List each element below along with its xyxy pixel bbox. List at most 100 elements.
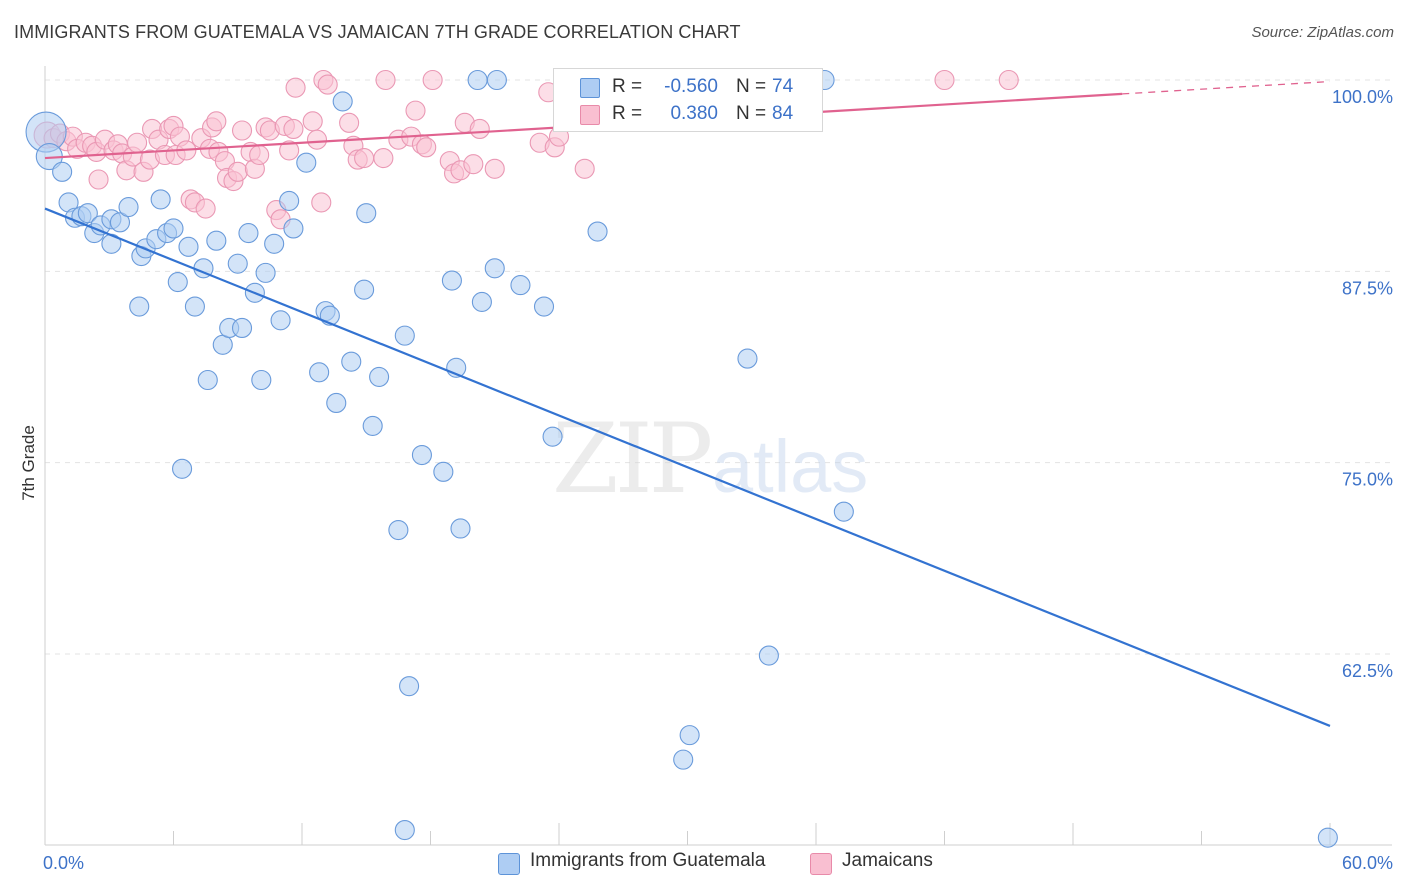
guatemala-point (450, 518, 471, 539)
legend-label-jamaicans: Jamaicans (842, 850, 933, 871)
guatemala-point (471, 291, 492, 312)
chart-title: IMMIGRANTS FROM GUATEMALA VS JAMAICAN 7T… (14, 22, 741, 42)
guatemala-point (77, 203, 98, 224)
jamaicans-point (469, 118, 490, 140)
legend-r-value: -0.560 (664, 76, 718, 97)
guatemala-trend-line (44, 207, 1331, 727)
y-tick-label: 62.5% (1342, 661, 1393, 681)
guatemala-point (167, 271, 188, 293)
guatemala-point (354, 279, 375, 300)
guatemala-point (251, 369, 272, 391)
jamaicans-point (574, 158, 595, 179)
legend-r-value: 0.380 (670, 103, 718, 124)
guatemala-point (279, 190, 300, 211)
legend-r-label: R = (612, 103, 643, 124)
guatemala-point (172, 458, 193, 479)
x-tick-label: 0.0% (43, 853, 84, 873)
guatemala-point (510, 275, 531, 296)
jamaicans-point (127, 132, 148, 153)
guatemala-point (1317, 827, 1338, 848)
jamaicans-point (934, 69, 955, 91)
jamaicans-point (373, 148, 394, 169)
guatemala-point (52, 161, 73, 182)
jamaicans-point (285, 77, 306, 98)
guatemala-point (433, 461, 454, 482)
guatemala-point (833, 501, 854, 522)
guatemala-point (283, 218, 304, 239)
guatemala-point (212, 334, 233, 355)
jamaicans-point (422, 69, 443, 91)
guatemala-point (163, 218, 184, 239)
chart-source: Source: ZipAtlas.com (1251, 24, 1394, 41)
jamaicans-point (317, 74, 338, 95)
guatemala-point (369, 366, 390, 387)
jamaicans-point (249, 144, 270, 166)
guatemala-point (679, 725, 700, 746)
guatemala-point (184, 296, 205, 317)
guatemala-point (270, 310, 291, 331)
guatemala-point (394, 325, 415, 346)
guatemala-point (441, 270, 462, 291)
legend-row-jamaicans: R = 0.380 N = 84 (554, 101, 822, 129)
guatemala-point (362, 415, 383, 436)
x-tick-label: 60.0% (1342, 853, 1393, 873)
jamaicans-trend-extension (1122, 80, 1331, 95)
guatemala-point (388, 519, 409, 541)
guatemala-point (264, 233, 285, 254)
axes (44, 66, 1392, 846)
guatemala-point (227, 253, 248, 274)
legend-row-guatemala: R = -0.560 N = 74 (554, 74, 822, 102)
jamaicans-point (231, 120, 253, 141)
legend-n-label: N = (736, 103, 767, 124)
legend-swatch-jamaicans (810, 853, 832, 875)
jamaicans-point (88, 169, 109, 190)
jamaicans-point (463, 154, 484, 175)
guatemala-point (309, 362, 330, 383)
legend-swatch-guatemala (498, 853, 520, 875)
guatemala-point (486, 69, 507, 91)
legend-swatch-guatemala (580, 78, 600, 98)
watermark-zip: ZIP (552, 403, 711, 515)
y-axis-label: 7th Grade (19, 425, 38, 501)
guatemala-point (178, 236, 199, 257)
jamaicans-point (311, 192, 332, 213)
guatemala-point (118, 196, 139, 218)
jamaicans-point (405, 100, 426, 121)
guatemala-point (533, 296, 555, 317)
legend-n-value: 84 (772, 103, 794, 124)
guatemala-point (197, 369, 218, 391)
guatemala-point (129, 296, 150, 317)
jamaicans-point (998, 69, 1019, 91)
jamaicans-point (302, 111, 323, 132)
guatemala-point (326, 392, 347, 414)
legend-n-label: N = (736, 76, 767, 97)
legend-label-guatemala: Immigrants from Guatemala (530, 850, 766, 871)
jamaicans-point (306, 129, 328, 150)
guatemala-point (467, 69, 488, 91)
guatemala-point (587, 221, 608, 242)
jamaicans-point (283, 118, 304, 140)
guatemala-point (737, 348, 758, 369)
jamaicans-point (339, 112, 360, 133)
guatemala-point (238, 223, 259, 244)
jamaicans-point (416, 137, 437, 158)
guatemala-point (542, 426, 563, 447)
legend-r-label: R = (612, 76, 643, 97)
jamaicans-point (279, 140, 300, 161)
guatemala-point (150, 189, 171, 210)
legend-n-value: 74 (772, 76, 794, 97)
guatemala-point (673, 749, 694, 770)
guatemala-point (332, 91, 353, 112)
jamaicans-point (227, 161, 248, 182)
guatemala-point (411, 444, 432, 466)
jamaicans-point (206, 111, 227, 132)
series-legend: Immigrants from Guatemala Jamaicans (0, 850, 1406, 878)
guatemala-point (206, 230, 227, 251)
guatemala-point (296, 152, 317, 173)
guatemala-point (484, 258, 505, 279)
stats-legend: R = -0.560 N = 74 R = 0.380 N = 84 (553, 68, 823, 132)
y-tick-label: 87.5% (1342, 278, 1393, 298)
guatemala-point (356, 203, 377, 224)
legend-swatch-jamaicans (580, 105, 600, 125)
